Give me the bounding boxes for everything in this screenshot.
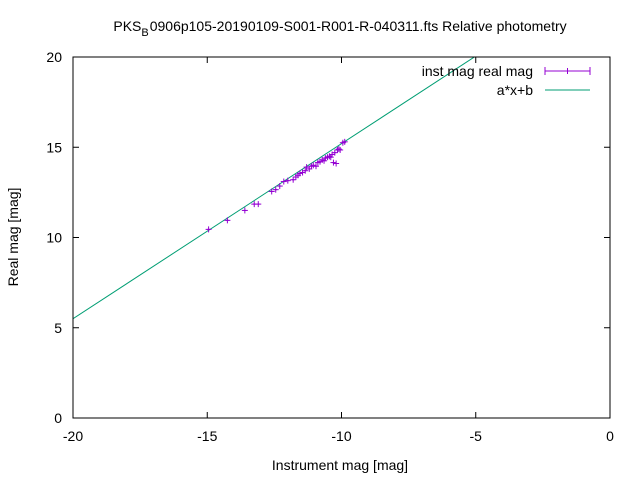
chart-title-prefix: PKS <box>113 18 141 34</box>
data-point <box>255 201 262 208</box>
x-tick-label: -10 <box>331 428 351 444</box>
y-tick-label: 5 <box>54 320 62 336</box>
data-point <box>296 170 303 177</box>
data-point <box>290 176 297 183</box>
y-tick-label: 10 <box>46 230 62 246</box>
data-point <box>302 167 309 174</box>
legend: inst mag real mag a*x+b <box>422 63 591 98</box>
data-point <box>284 177 291 184</box>
data-point <box>280 178 287 185</box>
y-tick-label: 0 <box>54 410 62 426</box>
axis-ticks: -20 -15 -10 -5 0 0 5 10 15 20 <box>46 49 614 444</box>
legend-label-series-1: a*x+b <box>497 82 533 98</box>
fit-line-layer <box>73 57 476 320</box>
plot-frame <box>72 56 611 419</box>
data-points-layer <box>205 138 348 233</box>
x-tick-label: -20 <box>63 428 83 444</box>
x-tick-label: -5 <box>470 428 483 444</box>
data-point <box>224 217 231 224</box>
data-point <box>312 163 319 170</box>
data-point <box>272 186 279 193</box>
y-tick-label: 20 <box>46 49 62 65</box>
x-tick-label: 0 <box>606 428 614 444</box>
y-tick-label: 15 <box>46 139 62 155</box>
data-point <box>337 146 344 153</box>
y-axis-label: Real mag [mag] <box>5 188 21 287</box>
chart-title-subscript: B <box>141 27 148 39</box>
data-point <box>205 226 212 233</box>
legend-label-series-0: inst mag real mag <box>422 63 533 79</box>
data-point <box>333 160 340 167</box>
legend-symbol-series-0 <box>544 67 591 75</box>
data-point <box>276 183 283 190</box>
data-point <box>330 159 337 166</box>
data-point <box>241 207 248 214</box>
x-axis-label: Instrument mag [mag] <box>272 457 408 473</box>
data-point <box>331 149 338 156</box>
data-point <box>310 162 317 169</box>
chart-title-rest: 0906p105-20190109-S001-R001-R-040311.fts… <box>150 18 567 34</box>
data-point <box>327 154 334 161</box>
data-point <box>268 188 275 195</box>
chart-title: PKSB0906p105-20190109-S001-R001-R-040311… <box>113 18 566 39</box>
fit-line <box>73 57 476 320</box>
x-tick-label: -15 <box>197 428 217 444</box>
data-point <box>341 138 348 145</box>
